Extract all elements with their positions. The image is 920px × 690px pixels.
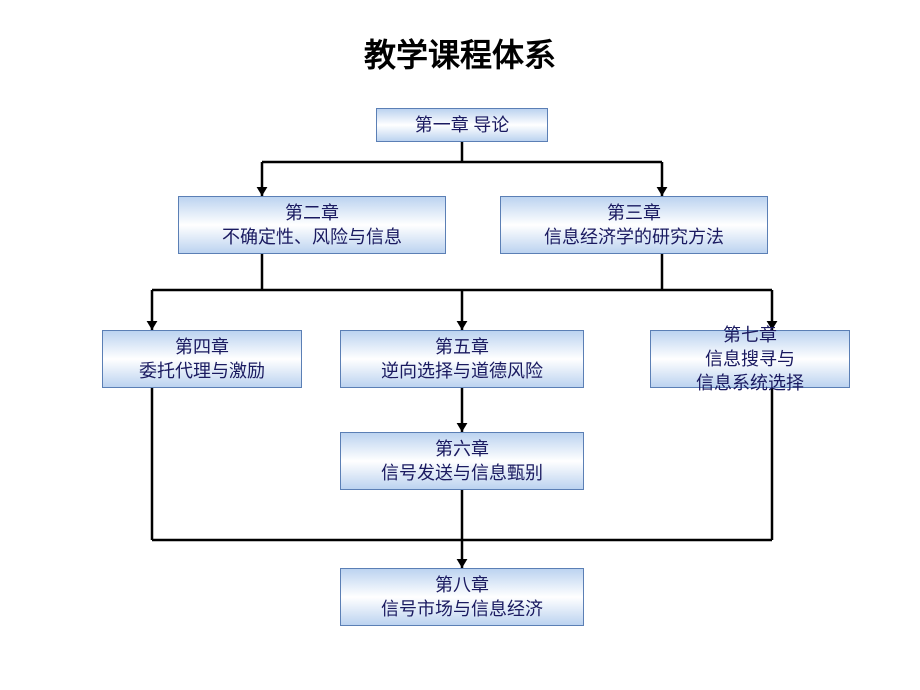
node-label: 第七章 bbox=[723, 323, 777, 347]
edge-path bbox=[262, 142, 662, 196]
node-label: 第五章 bbox=[435, 335, 489, 359]
node-ch2: 第二章不确定性、风险与信息 bbox=[178, 196, 446, 254]
node-label: 第一章 导论 bbox=[415, 113, 510, 137]
arrowhead-icon bbox=[257, 187, 268, 196]
node-label: 信号发送与信息甄别 bbox=[381, 461, 543, 485]
arrowhead-icon bbox=[147, 321, 158, 330]
node-label: 委托代理与激励 bbox=[139, 359, 265, 383]
node-ch8: 第八章信号市场与信息经济 bbox=[340, 568, 584, 626]
node-ch7: 第七章信息搜寻与信息系统选择 bbox=[650, 330, 850, 388]
arrowhead-icon bbox=[657, 187, 668, 196]
edge-path bbox=[152, 254, 772, 330]
node-label: 第八章 bbox=[435, 573, 489, 597]
page-title: 教学课程体系 bbox=[0, 30, 920, 76]
node-label: 第六章 bbox=[435, 437, 489, 461]
node-ch4: 第四章委托代理与激励 bbox=[102, 330, 302, 388]
node-label: 第二章 bbox=[285, 201, 339, 225]
node-label: 信号市场与信息经济 bbox=[381, 597, 543, 621]
node-label: 第四章 bbox=[175, 335, 229, 359]
node-label: 逆向选择与道德风险 bbox=[381, 359, 543, 383]
node-ch1: 第一章 导论 bbox=[376, 108, 548, 142]
arrowhead-icon bbox=[457, 321, 468, 330]
node-ch5: 第五章逆向选择与道德风险 bbox=[340, 330, 584, 388]
flowchart-canvas: 教学课程体系 第一章 导论第二章不确定性、风险与信息第三章信息经济学的研究方法第… bbox=[0, 0, 920, 690]
node-ch3: 第三章信息经济学的研究方法 bbox=[500, 196, 768, 254]
node-label: 信息经济学的研究方法 bbox=[544, 225, 724, 249]
node-label: 不确定性、风险与信息 bbox=[222, 225, 402, 249]
node-label: 信息搜寻与 bbox=[705, 347, 795, 371]
node-label: 第三章 bbox=[607, 201, 661, 225]
arrowhead-icon bbox=[457, 423, 468, 432]
node-ch6: 第六章信号发送与信息甄别 bbox=[340, 432, 584, 490]
node-label: 信息系统选择 bbox=[696, 371, 804, 395]
arrowhead-icon bbox=[457, 559, 468, 568]
